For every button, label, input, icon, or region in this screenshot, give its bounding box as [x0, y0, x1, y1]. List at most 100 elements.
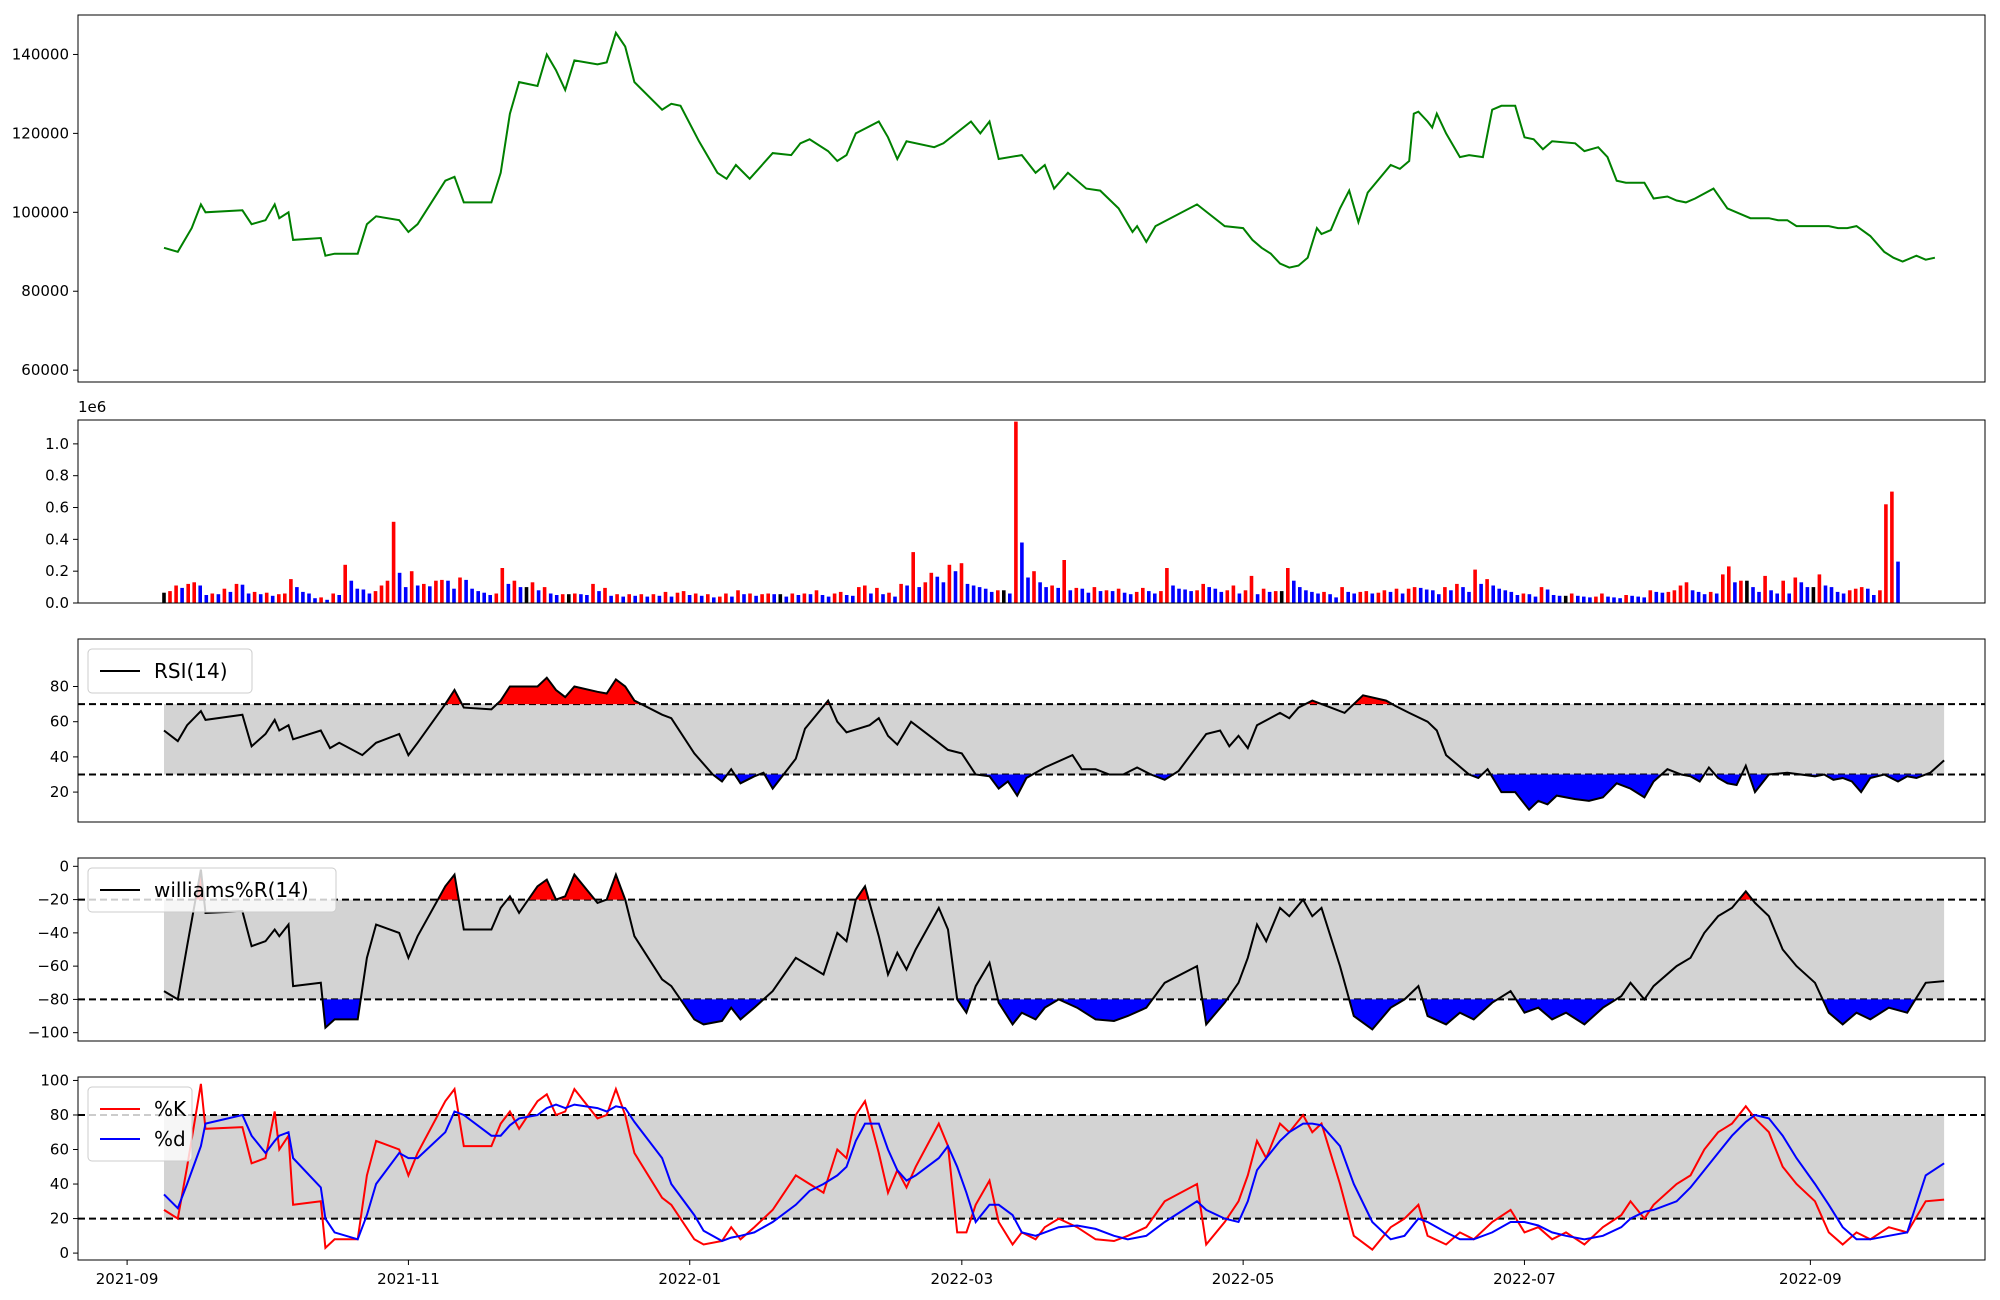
volume-bar: [1745, 580, 1749, 603]
y-tick-label: 80: [50, 678, 69, 696]
volume-bar: [585, 595, 589, 603]
oversold-fill: [1202, 999, 1227, 1025]
axes-frame: [77, 1076, 1986, 1261]
volume-bar: [591, 583, 595, 603]
y-tick-label: 0.0: [45, 594, 69, 612]
volume-bar: [989, 591, 994, 603]
volume-bar: [1690, 590, 1695, 603]
volume-bar: [1231, 585, 1236, 603]
volume-bar: [1557, 595, 1562, 603]
volume-bar: [778, 594, 783, 603]
volume-panel: 0.0 0.2 0.4 0.6 0.8 1.0 1e6: [45, 398, 1986, 612]
volume-bar: [1702, 594, 1707, 603]
volume-bar: [567, 594, 571, 603]
volume-bar: [675, 592, 680, 603]
volume-bar: [766, 593, 770, 603]
volume-bar: [1859, 587, 1864, 603]
x-tick-label: 2021-11: [377, 1270, 440, 1288]
y-tick-label: −60: [37, 957, 69, 975]
volume-bar: [1841, 593, 1846, 603]
volume-bar: [1769, 590, 1773, 603]
x-tick-label: 2022-05: [1212, 1270, 1275, 1288]
volume-bar: [542, 587, 547, 603]
volume-bar: [337, 595, 341, 603]
volume-bar: [1110, 591, 1115, 603]
volume-bar: [1654, 591, 1659, 603]
volume-bar: [905, 585, 909, 603]
y-tick-label: 0.2: [45, 562, 69, 580]
volume-bar: [941, 582, 946, 603]
volume-bar: [814, 590, 819, 603]
volume-bar: [1364, 591, 1369, 603]
volume-bar: [693, 593, 698, 603]
volume-bar: [1020, 542, 1024, 603]
volume-bar: [1376, 592, 1381, 603]
volume-bar: [1588, 597, 1592, 603]
volume-bar: [857, 587, 861, 603]
axes-frame: [77, 14, 1986, 383]
volume-bar: [1424, 589, 1429, 603]
volume-bar: [790, 593, 795, 603]
volume-bar: [1594, 596, 1598, 603]
volume-bar: [186, 583, 190, 603]
volume-bar: [319, 597, 323, 603]
volume-bar: [1666, 591, 1671, 603]
volume-bar: [325, 599, 329, 603]
volume-bar: [397, 572, 402, 603]
volume-bar: [1412, 587, 1417, 603]
volume-bar: [1261, 588, 1266, 603]
y-tick-label: 0.8: [45, 467, 69, 485]
volume-bar: [1340, 587, 1344, 603]
volume-bar: [246, 593, 251, 603]
volume-bar: [222, 588, 227, 603]
volume-bar: [307, 593, 311, 603]
axes-frame: [77, 419, 1986, 604]
oversold-fill: [1822, 999, 1916, 1025]
volume-bar: [1002, 590, 1006, 603]
y-tick-label: −20: [37, 891, 69, 909]
y-tick-label: 80000: [21, 282, 69, 300]
volume-bar: [1165, 568, 1169, 603]
volume-bar: [1503, 590, 1508, 603]
volume-bar: [385, 580, 390, 603]
volume-bar: [1388, 591, 1393, 603]
legend-box: [87, 867, 337, 913]
volume-bar: [1134, 591, 1139, 603]
oversold-fill: [764, 774, 784, 789]
volume-bar: [1890, 491, 1894, 603]
volume-bar: [162, 592, 166, 603]
volume-bar: [1600, 593, 1604, 603]
volume-bar: [1334, 597, 1338, 603]
volume-bar: [1606, 596, 1610, 603]
volume-bar: [977, 587, 982, 603]
volume-bar: [1394, 588, 1399, 603]
volume-bar: [1563, 595, 1568, 603]
volume-bar: [210, 593, 215, 603]
volume-bar: [736, 590, 740, 603]
volume-bar: [1829, 587, 1834, 603]
volume-bar: [1141, 587, 1145, 603]
y-tick-label: 0: [59, 1244, 69, 1262]
volume-bar: [1642, 597, 1646, 603]
legend-label: williams%R(14): [154, 878, 309, 902]
volume-bar: [826, 596, 831, 603]
volume-bar: [1660, 592, 1665, 603]
volume-bar: [530, 582, 535, 603]
y-tick-label: 20: [50, 783, 69, 801]
volume-bar: [597, 591, 601, 603]
volume-bar: [971, 585, 976, 603]
volume-bar: [1509, 591, 1514, 603]
volume-bar: [1823, 585, 1828, 603]
panels: 60000 80000 100000 120000 140000 0.0 0.2 0.4 0.6…: [12, 14, 1986, 1288]
volume-bar: [458, 577, 462, 603]
volume-bar: [289, 579, 293, 603]
volume-bar: [1817, 574, 1822, 603]
volume-bar: [1044, 587, 1048, 603]
y-tick-label: 1.0: [45, 435, 69, 453]
volume-bar: [1171, 585, 1175, 603]
volume-bar: [754, 595, 758, 603]
volume-bar: [1878, 590, 1882, 603]
volume-bar: [1551, 595, 1556, 603]
volume-bar: [1255, 594, 1260, 603]
overbought-fill: [497, 677, 642, 705]
